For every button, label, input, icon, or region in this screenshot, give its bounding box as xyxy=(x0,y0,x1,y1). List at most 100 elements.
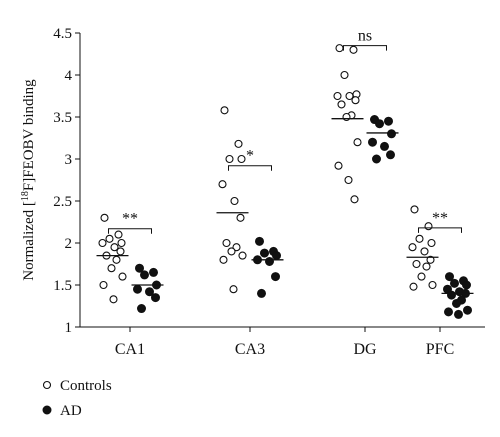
control-point xyxy=(109,295,118,304)
control-point xyxy=(105,234,114,243)
ad-point xyxy=(380,141,389,151)
significance-label: * xyxy=(246,148,254,165)
ad-point xyxy=(447,290,456,300)
y-tick-label: 4 xyxy=(65,68,73,84)
y-tick-label: 2.5 xyxy=(53,194,72,210)
legend-controls-marker xyxy=(42,380,52,390)
ad-point xyxy=(368,137,377,147)
ad-point xyxy=(260,248,269,258)
control-point xyxy=(107,264,116,273)
control-point xyxy=(118,272,127,281)
legend: Controls AD xyxy=(42,378,112,419)
ad-point xyxy=(257,288,266,298)
control-point xyxy=(229,285,238,294)
control-point xyxy=(428,280,437,290)
control-point xyxy=(345,91,354,101)
control-point xyxy=(222,238,231,248)
control-point xyxy=(417,272,426,281)
control-point xyxy=(337,100,346,109)
control-point xyxy=(227,247,236,256)
ad-point xyxy=(384,116,393,126)
legend-ad-label: AD xyxy=(60,403,82,419)
control-point xyxy=(412,259,421,269)
ad-point xyxy=(387,129,396,139)
y-tick-label: 2 xyxy=(65,236,73,252)
ad-point xyxy=(444,307,453,317)
significance-bracket xyxy=(228,165,272,171)
ad-point xyxy=(463,305,472,315)
control-point xyxy=(340,70,349,80)
significance-bracket xyxy=(108,228,152,234)
significance-bracket xyxy=(343,45,387,51)
control-point xyxy=(409,282,418,291)
ad-point xyxy=(445,272,454,282)
significance-label: ** xyxy=(122,211,138,228)
ad-point xyxy=(149,267,158,277)
control-point xyxy=(98,238,107,248)
control-point xyxy=(218,180,227,189)
control-point xyxy=(333,91,342,101)
control-point xyxy=(349,45,358,54)
ad-point xyxy=(265,256,274,266)
control-point xyxy=(427,238,436,248)
control-point xyxy=(117,238,126,248)
control-point xyxy=(238,251,247,260)
x-tick-label: CA1 xyxy=(115,341,145,358)
control-point xyxy=(232,243,241,252)
legend-ad-marker xyxy=(42,405,52,415)
control-point xyxy=(114,230,123,239)
control-point xyxy=(351,96,360,105)
ad-point xyxy=(145,287,154,297)
ad-point xyxy=(375,119,384,129)
control-point xyxy=(422,262,431,271)
x-tick-label: DG xyxy=(353,341,377,358)
significance-bracket xyxy=(418,227,462,233)
y-tick-label: 4.5 xyxy=(53,26,72,42)
control-point xyxy=(426,255,435,264)
ad-point xyxy=(151,293,160,303)
y-axis-label-suffix: F]FEOBV binding xyxy=(21,79,37,191)
control-point xyxy=(342,112,351,122)
control-point xyxy=(230,196,239,206)
control-point xyxy=(219,255,228,264)
ad-point xyxy=(140,270,149,280)
control-point xyxy=(116,247,125,256)
control-point xyxy=(99,280,108,290)
y-tick-label: 1.5 xyxy=(53,278,72,294)
control-point xyxy=(237,154,246,164)
control-point xyxy=(234,139,243,148)
control-point xyxy=(344,175,353,185)
control-point xyxy=(236,213,245,222)
ad-point xyxy=(135,263,144,273)
ad-point xyxy=(137,304,146,314)
ad-point xyxy=(462,280,471,290)
y-axis-label-sup: 18 xyxy=(20,191,31,201)
ad-point xyxy=(452,298,461,308)
ad-point xyxy=(271,272,280,282)
control-point xyxy=(110,243,119,252)
control-point xyxy=(350,195,359,204)
control-point xyxy=(410,205,419,214)
control-point xyxy=(415,234,424,243)
control-point xyxy=(353,138,362,147)
y-tick-label: 3.5 xyxy=(53,110,72,126)
control-point xyxy=(225,154,234,164)
control-point xyxy=(335,44,344,53)
y-tick-label: 3 xyxy=(65,152,73,168)
control-point xyxy=(334,161,343,170)
x-tick-label: CA3 xyxy=(235,341,265,358)
control-point xyxy=(112,255,121,264)
significance-label: ns xyxy=(358,28,372,45)
ad-point xyxy=(450,278,459,288)
control-point xyxy=(220,106,229,115)
legend-controls-label: Controls xyxy=(60,378,112,394)
x-tick-label: PFC xyxy=(426,341,454,358)
significance-label: ** xyxy=(432,210,448,227)
ad-point xyxy=(272,251,281,261)
y-axis-label-prefix: Normalized [ xyxy=(21,201,37,281)
ad-point xyxy=(454,309,463,319)
ad-point xyxy=(372,154,381,164)
control-point xyxy=(100,213,109,222)
control-point xyxy=(420,247,429,256)
